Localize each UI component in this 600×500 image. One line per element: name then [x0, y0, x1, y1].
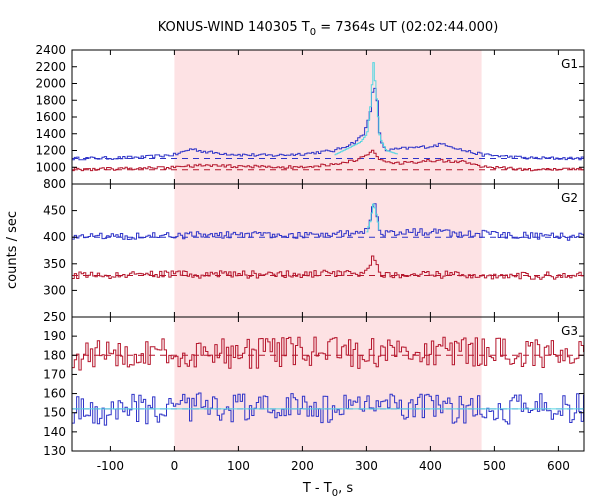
x-tick-label: 500: [483, 459, 506, 473]
series-g3-red: [72, 336, 584, 371]
panel-g2-plot-area: [72, 203, 584, 280]
y-axis-label: counts / sec: [5, 211, 20, 289]
x-tick-label: -100: [97, 459, 124, 473]
series-g2-red: [72, 255, 584, 280]
y-tick-label-g1: 800: [43, 177, 66, 191]
panel-label-g1: G1: [561, 57, 578, 71]
y-tick-label-g2: 300: [43, 283, 66, 297]
y-tick-label-g2: 400: [43, 230, 66, 244]
series-g3-blue: [72, 392, 584, 426]
x-tick-label: 300: [355, 459, 378, 473]
y-tick-label-g1: 1200: [35, 144, 66, 158]
highlight-band: [174, 50, 482, 451]
chart-title: KONUS-WIND 140305 T0 = 7364s UT (02:02:4…: [158, 20, 499, 38]
panel-g3-plot-area: [72, 336, 584, 426]
panel-label-g3: G3: [561, 324, 578, 338]
series-g2-cyan: [366, 203, 380, 233]
y-tick-label-g1: 2400: [35, 43, 66, 57]
y-tick-label-g3: 160: [43, 387, 66, 401]
series-g1-cyan: [334, 62, 398, 156]
y-tick-label-g3: 130: [43, 444, 66, 458]
x-tick-label: 600: [547, 459, 570, 473]
y-tick-label-g2: 450: [43, 204, 66, 218]
x-tick-label: 200: [291, 459, 314, 473]
y-tick-label-g2: 250: [43, 310, 66, 324]
y-tick-label-g3: 190: [43, 329, 66, 343]
panel-g3-frame: [71, 316, 585, 452]
x-axis-label: T - T0, s: [302, 481, 353, 499]
x-tick-label: 400: [419, 459, 442, 473]
series-g2-blue: [72, 203, 584, 241]
y-tick-label-g1: 2000: [35, 77, 66, 91]
panel-g1-plot-area: [72, 62, 584, 172]
y-tick-label-g3: 150: [43, 406, 66, 420]
y-tick-label-g2: 350: [43, 257, 66, 271]
y-tick-label-g1: 1400: [35, 127, 66, 141]
y-tick-label-g3: 180: [43, 348, 66, 362]
y-tick-label-g1: 1800: [35, 93, 66, 107]
panel-label-g2: G2: [561, 191, 578, 205]
y-tick-label-g3: 170: [43, 367, 66, 381]
x-tick-label: 0: [171, 459, 179, 473]
series-g1-blue: [72, 87, 584, 161]
x-tick-label: 100: [227, 459, 250, 473]
y-tick-label-g1: 1000: [35, 160, 66, 174]
series-g1-red: [72, 149, 584, 172]
y-tick-label-g1: 1600: [35, 110, 66, 124]
y-tick-label-g3: 140: [43, 425, 66, 439]
y-tick-label-g1: 2200: [35, 60, 66, 74]
